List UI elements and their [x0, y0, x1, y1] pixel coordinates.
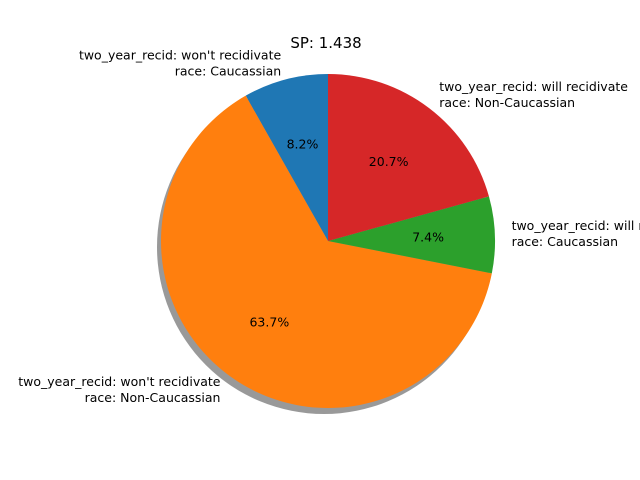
slice-percent-label: 20.7%	[369, 154, 409, 169]
slice-percent-label: 8.2%	[287, 137, 319, 152]
slice-category-label: two_year_recid: will recidivate race: Non…	[439, 79, 628, 110]
pie-slice-3	[328, 196, 495, 274]
pie-slice-4	[328, 74, 489, 241]
pie-slices	[160, 74, 495, 409]
chart-title: SP: 1.438	[290, 34, 361, 52]
slice-percent-label: 7.4%	[412, 230, 444, 245]
pie-labels: 8.2% two_year_recid: won't recidivate race…	[18, 47, 640, 405]
slice-category-label: two_year_recid: won't recidivate race: No…	[18, 374, 221, 405]
pie-slice-2	[160, 95, 492, 409]
pie-slice-1	[245, 74, 328, 241]
slice-percent-label: 63.7%	[249, 315, 289, 330]
slice-category-label: two_year_recid: won't recidivate race: Ca…	[79, 47, 282, 78]
